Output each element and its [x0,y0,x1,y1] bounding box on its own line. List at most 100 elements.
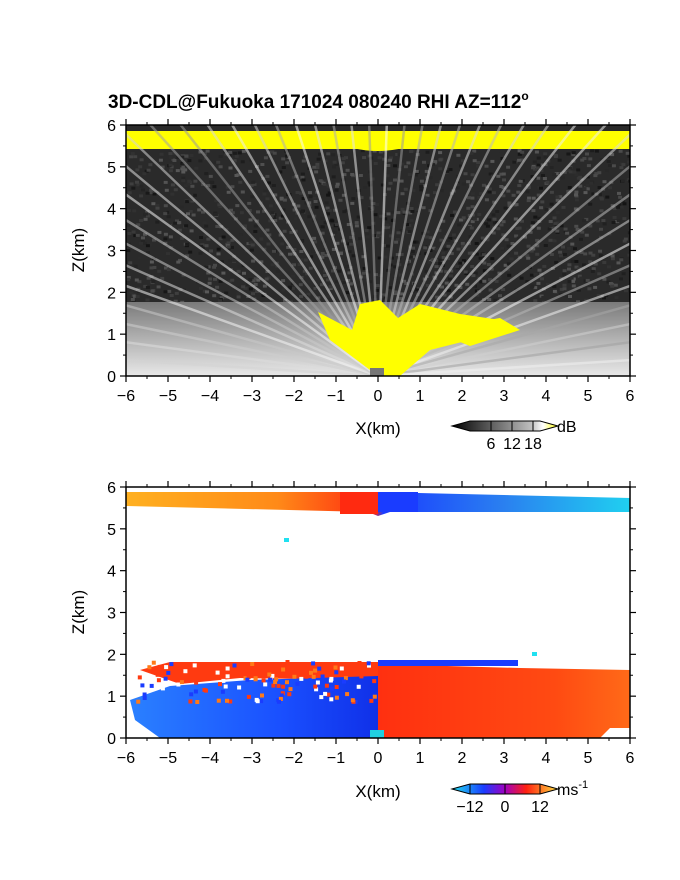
noise-pixel [216,247,221,251]
speckle-pixel [221,678,226,683]
noise-pixel [281,214,285,218]
noise-pixel [501,233,506,237]
noise-pixel [300,175,305,179]
noise-pixel [251,259,256,263]
speckle-pixel [288,687,293,692]
noise-pixel [373,162,378,165]
noise-pixel [415,208,420,212]
noise-pixel [320,216,325,220]
noise-pixel [574,173,579,177]
noise-pixel [286,245,291,249]
noise-pixel [536,226,541,230]
noise-pixel [536,163,541,167]
noise-pixel [507,204,512,208]
noise-pixel [477,213,482,216]
noise-pixel [548,220,553,223]
noise-pixel [511,193,516,197]
noise-pixel [506,165,511,169]
noise-pixel [333,230,338,234]
x-tick-label: 6 [626,750,635,767]
echo-ray [230,125,380,376]
noise-pixel [393,194,398,198]
noise-pixel [221,235,226,239]
noise-pixel [315,166,320,169]
noise-pixel [622,239,627,243]
noise-pixel [301,178,306,182]
speckle-pixel [176,682,181,687]
speckle-pixel [246,675,251,680]
noise-pixel [549,190,554,194]
noise-pixel [386,164,391,167]
noise-pixel [128,261,133,265]
speckle-pixel [263,682,268,687]
echo-ray [126,341,379,376]
noise-pixel [402,279,407,283]
noise-pixel [517,184,522,188]
noise-pixel [501,186,506,190]
noise-pixel [567,280,572,284]
noise-pixel [425,150,430,154]
speckle-pixel [223,684,228,689]
speckle-pixel [277,699,281,704]
noise-pixel [564,289,569,293]
noise-pixel [372,149,377,153]
noise-pixel [308,212,313,215]
noise-pixel [552,285,557,288]
noise-pixel [491,231,496,235]
noise-pixel [256,210,260,214]
noise-pixel [350,173,355,176]
speckle-pixel [359,674,364,679]
noise-pixel [248,218,253,222]
speckle-pixel [320,674,325,679]
noise-pixel [545,180,550,184]
noise-pixel [163,290,168,294]
noise-pixel [531,247,536,251]
speckle-pixel [142,692,147,697]
noise-pixel [290,287,295,290]
noise-pixel [566,246,571,250]
noise-pixel [198,159,203,163]
noise-pixel [327,191,332,195]
noise-pixel [139,184,144,188]
noise-pixel [218,165,223,169]
noise-pixel [520,158,525,162]
noise-pixel [178,258,182,262]
noise-pixel [532,160,537,164]
noise-pixel [217,203,222,207]
noise-pixel [248,169,253,173]
speckle-pixel [225,674,230,679]
noise-pixel [467,251,472,255]
noise-pixel [566,152,571,156]
noise-pixel [425,283,430,287]
noise-pixel [409,218,414,222]
noise-pixel [611,154,616,158]
noise-pixel [568,166,573,170]
noise-pixel [543,244,548,247]
noise-pixel [342,210,347,214]
noise-pixel [501,194,506,198]
noise-pixel [428,209,433,213]
noise-pixel [457,279,462,283]
noise-pixel [449,269,454,273]
noise-pixel [166,215,171,219]
speckle-pixel [286,671,291,676]
colorbar-tick-label: 18 [524,436,542,453]
noise-pixel [552,289,557,293]
noise-pixel [299,191,303,195]
noise-pixel [273,193,278,197]
noise-pixel [547,227,552,231]
noise-pixel [281,166,286,169]
noise-pixel [169,294,174,297]
noise-pixel [186,182,191,186]
noise-pixel [331,175,336,179]
echo-ray [377,341,630,376]
noise-pixel [235,204,240,208]
noise-pixel [618,195,623,199]
noise-pixel [403,165,408,169]
echo-ray [126,193,379,376]
noise-pixel [567,186,572,189]
noise-pixel [573,207,578,211]
noise-pixel [354,221,359,225]
noise-pixel [213,213,218,216]
